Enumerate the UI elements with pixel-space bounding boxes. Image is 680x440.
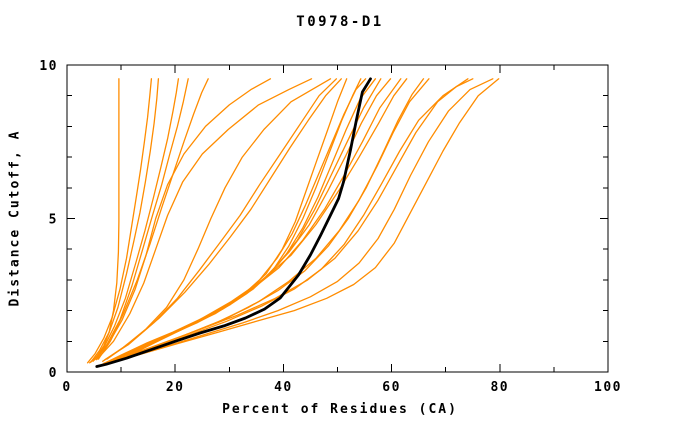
y-tick-label: 0 [49,366,58,381]
curve-orange-20 [112,78,425,362]
curve-orange-19 [123,78,408,359]
x-tick-label: 40 [274,380,293,395]
curve-orange-05 [95,78,189,361]
y-tick-label: 10 [39,59,58,74]
curve-orange-11 [106,78,342,360]
x-tick-label: 0 [62,380,71,395]
curve-orange-01 [89,78,120,364]
curve-black-highlight [95,77,372,368]
y-tick-label: 5 [49,213,58,228]
curve-orange-10 [104,78,338,361]
curve-orange-08 [96,78,313,360]
curve-orange-07 [93,78,272,361]
x-tick-label: 80 [490,380,509,395]
curve-orange-24 [106,78,494,365]
curve-orange-02 [86,78,153,364]
curve-orange-25 [109,78,500,364]
x-tick-label: 100 [594,380,622,395]
y-axis-label: Distance Cutoff, A [7,129,23,307]
curve-orange-03 [90,78,160,363]
x-tick-label: 20 [166,380,185,395]
curve-orange-23 [117,78,474,361]
curve-orange-22 [115,78,469,361]
chart-title: T0978-D1 [296,14,384,30]
x-axis-label: Percent of Residues (CA) [222,402,458,417]
curve-orange-13 [103,78,362,365]
curve-orange-06 [97,78,209,360]
curve-orange-12 [99,78,348,366]
x-tick-label: 60 [382,380,401,395]
curve-orange-04 [92,78,180,362]
